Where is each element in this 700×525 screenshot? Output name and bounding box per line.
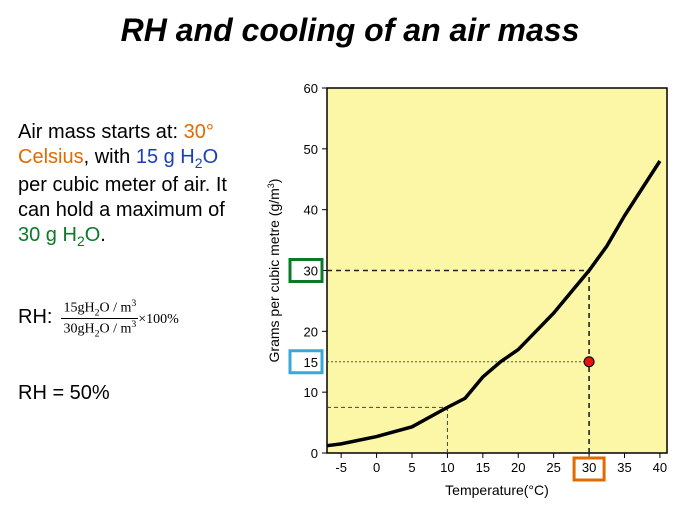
y-tick-40: 40 bbox=[304, 203, 318, 218]
y-tick-30: 30 bbox=[304, 264, 318, 279]
rh-label: RH: bbox=[18, 306, 52, 328]
x-tick-5: 5 bbox=[408, 460, 415, 475]
saturation-curve-chart: 0 10 20 30 40 50 60 -5 0 5 10 15 20 25 30 35 40 15 Tempera… bbox=[255, 80, 685, 510]
rh-den: 30gH2O / m3 bbox=[61, 319, 138, 339]
slide-title: RH and cooling of an air mass bbox=[0, 12, 700, 49]
desc-water: 15 g H2O bbox=[136, 146, 218, 168]
x-axis-label: Temperature(°C) bbox=[445, 482, 549, 498]
x-tick-35: 35 bbox=[617, 460, 631, 475]
x-tick-40: 40 bbox=[653, 460, 667, 475]
desc-lead: Air mass starts at: bbox=[18, 121, 178, 143]
plot-area bbox=[327, 88, 667, 453]
desc-max: 30 g H2O bbox=[18, 224, 100, 246]
state-marker bbox=[584, 357, 594, 367]
rh-tail: ×100% bbox=[138, 312, 179, 327]
y-tick-50: 50 bbox=[304, 142, 318, 157]
x-tick-20: 20 bbox=[511, 460, 525, 475]
y-tick-60: 60 bbox=[304, 81, 318, 96]
y-tick-20: 20 bbox=[304, 324, 318, 339]
x-tick-15: 15 bbox=[476, 460, 490, 475]
y-axis-label: Grams per cubic metre (g/m3) bbox=[266, 179, 282, 363]
y-tick-0: 0 bbox=[311, 446, 318, 461]
rh-num: 15gH2O / m3 bbox=[61, 298, 138, 319]
rh-formula-block: RH: 15gH2O / m330gH2O / m3×100% bbox=[18, 298, 179, 340]
rh-result: RH = 50% bbox=[18, 382, 110, 405]
x-tick-25: 25 bbox=[546, 460, 560, 475]
x-tick-10: 10 bbox=[440, 460, 454, 475]
x-tick--5: -5 bbox=[335, 460, 347, 475]
y-tick-10: 10 bbox=[304, 385, 318, 400]
description-block: Air mass starts at: 30° Celsius, with 15… bbox=[18, 120, 238, 250]
x-tick-0: 0 bbox=[373, 460, 380, 475]
x-tick-30: 30 bbox=[582, 460, 596, 475]
y-tick-15: 15 bbox=[304, 355, 318, 370]
